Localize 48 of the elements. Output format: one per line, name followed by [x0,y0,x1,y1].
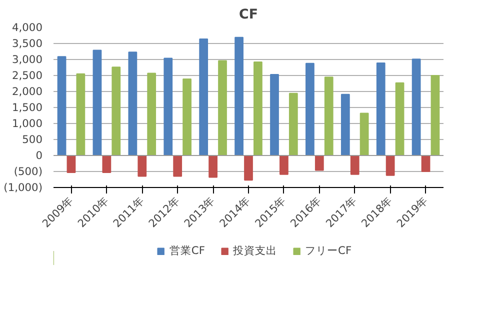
bar [254,62,262,156]
bar [386,155,395,176]
bar [306,62,314,156]
bar [218,60,227,156]
y-tick-label: 3,500 [12,37,43,50]
bar [57,56,66,156]
bar [138,155,147,177]
bar [102,155,112,173]
bar [66,155,76,173]
y-tick-label: 4,000 [12,21,43,34]
bar [270,74,279,156]
bar [376,62,386,156]
bar [112,66,121,156]
bar [92,50,102,156]
y-tick-label: 500 [22,133,43,146]
bar [244,155,253,181]
y-tick-label: 3,000 [12,53,43,66]
y-tick-label: (1,000) [4,181,43,194]
bar [147,72,156,156]
bar [76,73,86,156]
bar [314,155,324,171]
bar [182,78,192,156]
bar [421,155,430,172]
bar [128,52,138,156]
bar [340,94,350,156]
bar [173,155,182,177]
bar [288,92,298,156]
bar [412,58,421,156]
bar [350,155,360,175]
y-tick-label: (500) [14,165,42,178]
y-tick-label: 2,000 [12,85,43,98]
y-tick-label: 1,500 [12,101,43,114]
legend-label: 営業CF [169,244,205,258]
bar [280,155,288,175]
legend-label: 投資支出 [233,244,277,258]
chart-title: CF [239,8,258,22]
bar [395,82,404,156]
bar [208,155,218,178]
bar [430,75,440,156]
bar [199,38,208,156]
bar [234,36,244,156]
bar [324,76,334,156]
y-tick-label: 1,000 [12,117,43,130]
y-tick-label: 0 [36,149,43,162]
y-tick-label: 2,500 [12,69,43,82]
bar [360,112,369,156]
bar [164,58,173,156]
legend-label: フリーCF [305,244,352,258]
